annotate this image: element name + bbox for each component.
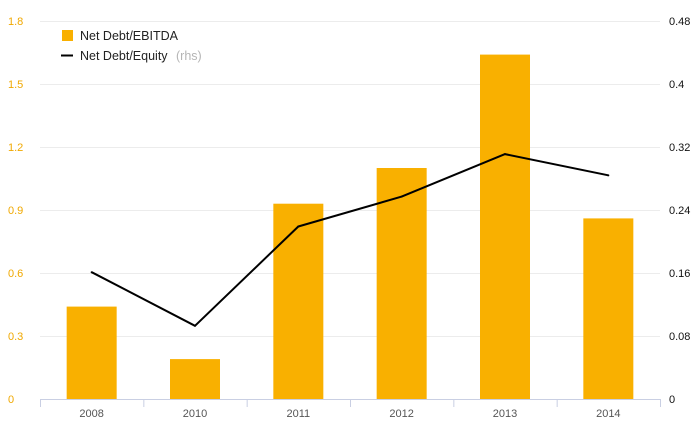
bar — [170, 359, 220, 399]
line-series — [90, 153, 610, 327]
line-point — [194, 324, 196, 327]
x-tick-label: 2013 — [493, 408, 517, 420]
bar — [480, 54, 530, 399]
y-right-tick-label: 0.48 — [669, 16, 690, 28]
x-tick-label: 2012 — [389, 408, 413, 420]
legend-label-line: Net Debt/Equity (rhs) — [80, 47, 202, 64]
x-tick-label: 2014 — [596, 408, 620, 420]
line-point — [504, 153, 506, 156]
bar-series — [66, 54, 634, 399]
y-right-tick-label: 0 — [669, 394, 675, 406]
y-left-tick-label: 0 — [8, 394, 14, 406]
series-line — [91, 153, 609, 327]
y-left-tick-label: 0.3 — [8, 331, 23, 343]
x-tick-label: 2011 — [287, 408, 311, 420]
y-left-tick-label: 0.6 — [8, 268, 23, 280]
gridlines — [40, 21, 660, 337]
y-right-tick-label: 0.4 — [669, 79, 684, 91]
legend-label-line-name: Net Debt/Equity — [80, 49, 168, 63]
y-right-tick-label: 0.32 — [669, 142, 690, 154]
y-left-tick-label: 1.2 — [8, 142, 23, 154]
y-right-tick-label: 0.24 — [669, 205, 690, 217]
x-tick-label: 2008 — [79, 408, 103, 420]
y-left-tick-label: 0.9 — [8, 205, 23, 217]
line-point — [297, 225, 300, 228]
y-right-tick-label: 0.08 — [669, 331, 690, 343]
line-point — [400, 195, 403, 198]
x-tick-label: 2010 — [183, 408, 207, 420]
legend-label-line-suffix: (rhs) — [176, 49, 202, 63]
line-point — [607, 174, 610, 177]
bar — [66, 306, 117, 399]
y-right-tick-label: 0.16 — [669, 268, 690, 280]
legend-label-bar: Net Debt/EBITDA — [80, 29, 179, 43]
legend-swatch-bar — [62, 30, 73, 41]
y-left-tick-label: 1.8 — [8, 16, 23, 28]
line-point — [90, 271, 93, 274]
bar — [273, 203, 324, 399]
y-left-tick-label: 1.5 — [8, 79, 23, 91]
axes: 0 0.3 0.6 0.9 1.2 1.5 1.8 0 0.08 0.16 0.24 0.32 0.4 0… — [8, 16, 690, 420]
bar — [376, 168, 427, 399]
bar — [583, 218, 634, 399]
legend: Net Debt/EBITDA Net Debt/Equity (rhs) — [61, 29, 202, 64]
